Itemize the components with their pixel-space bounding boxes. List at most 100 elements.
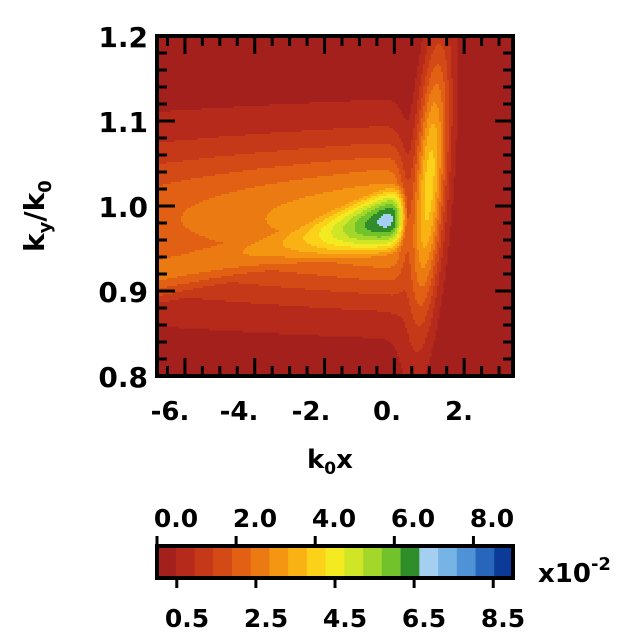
contour-cell xyxy=(195,266,198,269)
contour-cell xyxy=(167,316,170,319)
contour-cell xyxy=(193,218,196,221)
contour-cell xyxy=(201,180,204,183)
contour-cell xyxy=(195,234,198,237)
contour-cell xyxy=(173,276,176,279)
contour-cell xyxy=(165,292,168,295)
contour-cell xyxy=(217,252,220,255)
contour-cell xyxy=(195,180,198,183)
contour-cell xyxy=(197,188,200,191)
contour-cell xyxy=(183,138,186,141)
contour-cell xyxy=(169,310,172,313)
contour-cell xyxy=(187,224,190,227)
contour-cell xyxy=(179,128,182,131)
contour-cell xyxy=(203,202,206,205)
contour-cell xyxy=(177,290,180,293)
contour-cell xyxy=(193,282,196,285)
contour-cell xyxy=(183,154,186,157)
contour-cell xyxy=(203,136,206,139)
contour-cell xyxy=(161,316,164,319)
contour-cell xyxy=(163,148,166,151)
contour-cell xyxy=(163,228,166,231)
contour-cell xyxy=(207,268,210,271)
contour-cell xyxy=(171,154,174,157)
contour-cell xyxy=(187,138,190,141)
contour-cell xyxy=(193,148,196,151)
contour-cell xyxy=(209,306,212,309)
contour-cell xyxy=(175,166,178,169)
contour-cell xyxy=(189,290,192,293)
contour-cell xyxy=(203,170,206,173)
contour-cell xyxy=(203,168,206,171)
contour-cell xyxy=(165,218,168,221)
contour-cell xyxy=(193,216,196,219)
contour-cell xyxy=(209,244,212,247)
contour-cell xyxy=(197,110,200,113)
contour-cell xyxy=(175,112,178,115)
contour-cell xyxy=(197,322,200,325)
contour-cell xyxy=(215,128,218,131)
contour-cell xyxy=(169,244,172,247)
contour-cell xyxy=(193,244,196,247)
contour-cell xyxy=(213,196,216,199)
contour-cell xyxy=(187,174,190,177)
contour-cell xyxy=(211,326,214,329)
contour-cell xyxy=(217,210,220,213)
contour-cell xyxy=(217,248,220,251)
contour-cell xyxy=(185,126,188,129)
contour-cell xyxy=(211,318,214,321)
contour-cell xyxy=(173,312,176,315)
contour-cell xyxy=(213,184,216,187)
contour-cell xyxy=(171,312,174,315)
contour-cell xyxy=(205,240,208,243)
contour-cell xyxy=(207,158,210,161)
contour-cell xyxy=(209,214,212,217)
contour-cell xyxy=(165,312,168,315)
contour-cell xyxy=(205,246,208,249)
contour-cell xyxy=(191,274,194,277)
contour-cell xyxy=(217,144,220,147)
contour-cell xyxy=(203,192,206,195)
contour-cell xyxy=(201,266,204,269)
contour-cell xyxy=(181,172,184,175)
contour-cell xyxy=(185,120,188,123)
contour-cell xyxy=(203,126,206,129)
contour-cell xyxy=(195,198,198,201)
contour-cell xyxy=(175,260,178,263)
contour-cell xyxy=(217,250,220,253)
contour-cell xyxy=(199,128,202,131)
contour-cell xyxy=(213,256,216,259)
contour-cell xyxy=(173,232,176,235)
contour-cell xyxy=(201,252,204,255)
contour-cell xyxy=(213,314,216,317)
contour-cell xyxy=(159,200,162,203)
contour-cell xyxy=(207,146,210,149)
contour-cell xyxy=(191,286,194,289)
contour-cell xyxy=(215,304,218,307)
contour-cell xyxy=(209,108,212,111)
contour-cell xyxy=(211,184,214,187)
contour-cell xyxy=(163,250,166,253)
contour-cell xyxy=(205,274,208,277)
contour-cell xyxy=(211,144,214,147)
contour-cell xyxy=(171,142,174,145)
contour-cell xyxy=(185,262,188,265)
contour-cell xyxy=(161,116,164,119)
contour-cell xyxy=(217,300,220,303)
contour-cell xyxy=(169,168,172,171)
contour-cell xyxy=(197,236,200,239)
contour-cell xyxy=(159,252,162,255)
contour-cell xyxy=(195,272,198,275)
contour-cell xyxy=(169,232,172,235)
contour-cell xyxy=(197,268,200,271)
contour-cell xyxy=(193,174,196,177)
contour-cell xyxy=(159,294,162,297)
contour-cell xyxy=(177,284,180,287)
contour-cell xyxy=(161,124,164,127)
contour-cell xyxy=(185,248,188,251)
contour-cell xyxy=(187,122,190,125)
contour-cell xyxy=(175,322,178,325)
contour-cell xyxy=(163,292,166,295)
contour-cell xyxy=(197,158,200,161)
contour-cell xyxy=(217,166,220,169)
contour-cell xyxy=(161,304,164,307)
